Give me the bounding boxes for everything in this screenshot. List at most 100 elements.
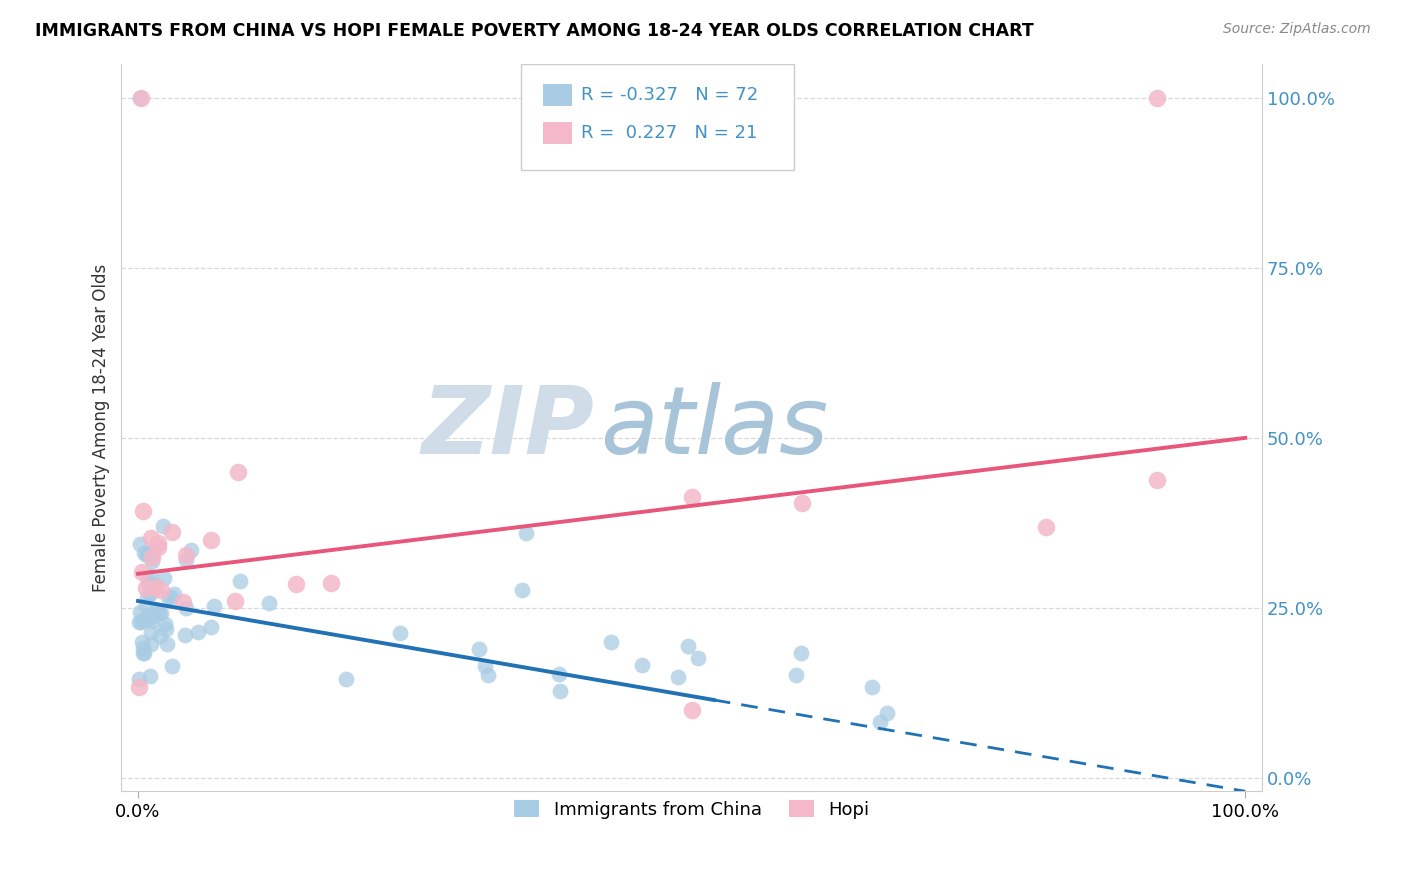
Point [152, 519, 174, 533]
Y-axis label: Female Poverty Among 18-24 Year Olds: Female Poverty Among 18-24 Year Olds [93, 263, 110, 591]
Point [284, 577, 307, 591]
Point [599, 635, 621, 649]
Text: IMMIGRANTS FROM CHINA VS HOPI FEMALE POVERTY AMONG 18-24 YEAR OLDS CORRELATION C: IMMIGRANTS FROM CHINA VS HOPI FEMALE POV… [35, 22, 1033, 40]
Point [128, 680, 150, 694]
Point [136, 574, 159, 589]
Point [153, 616, 176, 631]
Point [146, 541, 169, 555]
Point [136, 546, 159, 560]
FancyBboxPatch shape [543, 84, 572, 105]
Point [156, 637, 179, 651]
Point [174, 600, 197, 615]
Text: R = -0.327   N = 72: R = -0.327 N = 72 [581, 86, 758, 103]
Point [319, 575, 342, 590]
Point [139, 587, 162, 601]
Point [174, 553, 197, 567]
Point [143, 577, 166, 591]
Point [174, 628, 197, 642]
Point [172, 595, 194, 609]
Point [141, 614, 163, 628]
Point [128, 537, 150, 551]
Point [666, 670, 689, 684]
Point [131, 646, 153, 660]
Point [869, 714, 891, 729]
Point [180, 543, 202, 558]
Point [200, 533, 222, 547]
Point [142, 545, 165, 559]
Point [139, 637, 162, 651]
Point [131, 565, 153, 579]
Point [228, 574, 250, 588]
Point [141, 624, 163, 639]
Point [157, 591, 180, 605]
Point [200, 620, 222, 634]
Point [136, 590, 159, 604]
Point [477, 668, 499, 682]
Point [145, 603, 167, 617]
Point [792, 496, 814, 510]
Point [149, 606, 172, 620]
Point [135, 582, 157, 596]
Point [139, 531, 162, 545]
Point [134, 646, 156, 660]
Point [515, 526, 537, 541]
Point [141, 554, 163, 568]
Point [224, 593, 246, 607]
Point [136, 610, 159, 624]
Point [510, 582, 533, 597]
Point [139, 569, 162, 583]
Point [676, 639, 699, 653]
Point [187, 625, 209, 640]
Point [134, 546, 156, 560]
Point [335, 673, 357, 687]
Point [155, 622, 177, 636]
Point [149, 629, 172, 643]
Point [132, 640, 155, 655]
Point [134, 612, 156, 626]
Point [789, 646, 811, 660]
Legend: Immigrants from China, Hopi: Immigrants from China, Hopi [506, 793, 877, 826]
Point [681, 703, 703, 717]
Point [132, 613, 155, 627]
Point [138, 668, 160, 682]
Point [135, 548, 157, 562]
Point [163, 587, 186, 601]
Text: atlas: atlas [600, 382, 828, 473]
Point [631, 657, 654, 672]
Point [128, 615, 150, 629]
Point [142, 582, 165, 597]
Point [686, 651, 709, 665]
Point [128, 672, 150, 686]
Point [150, 582, 173, 597]
Point [131, 91, 153, 105]
Point [139, 578, 162, 592]
Point [468, 641, 491, 656]
Point [129, 91, 152, 105]
Point [138, 609, 160, 624]
FancyBboxPatch shape [543, 122, 572, 144]
Point [474, 659, 496, 673]
Point [389, 626, 412, 640]
Point [162, 659, 184, 673]
Point [129, 615, 152, 630]
Text: ZIP: ZIP [422, 382, 595, 474]
Text: R =  0.227   N = 21: R = 0.227 N = 21 [581, 124, 758, 142]
Point [132, 504, 155, 518]
Point [139, 609, 162, 624]
Point [131, 634, 153, 648]
Point [1146, 473, 1168, 487]
Point [226, 465, 249, 479]
Point [128, 605, 150, 619]
Point [785, 668, 807, 682]
Point [548, 667, 571, 681]
Point [876, 706, 898, 721]
Point [152, 571, 174, 585]
Point [146, 535, 169, 549]
Point [143, 580, 166, 594]
Point [142, 577, 165, 591]
Point [1146, 91, 1168, 105]
Point [159, 590, 181, 604]
Point [174, 548, 197, 562]
Point [860, 681, 883, 695]
Point [148, 606, 170, 620]
